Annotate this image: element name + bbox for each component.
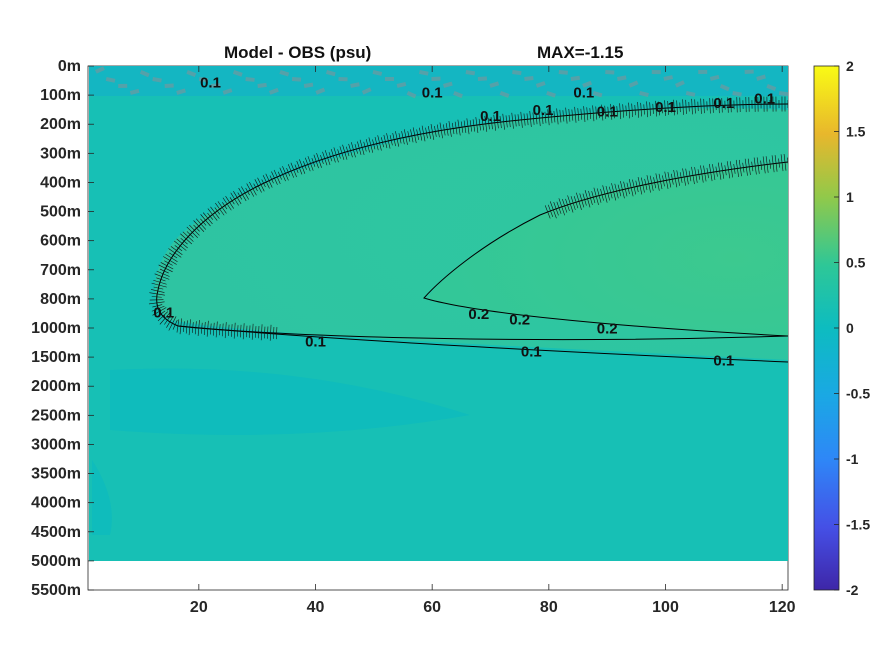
x-tick-label: 120 — [769, 599, 796, 616]
colorbar-tick-label: 1.5 — [846, 124, 866, 140]
surface-clutter-mark — [698, 70, 707, 74]
y-tick-label: 1500m — [31, 349, 81, 366]
contour-label: 0.1 — [597, 104, 618, 121]
y-tick-label: 800m — [40, 291, 81, 308]
contour-label: 0.2 — [468, 306, 489, 323]
y-tick-label: 200m — [40, 116, 81, 133]
x-tick-label: 80 — [540, 599, 558, 616]
colorbar-tick-label: 1 — [846, 189, 854, 205]
y-tick-label: 600m — [40, 233, 81, 250]
surface-clutter-mark — [338, 77, 347, 81]
colorbar-ticks: 2 1.5 1 0.5 0 -0.5 -1 -1.5 -2 — [834, 58, 870, 598]
surface-clutter-mark — [605, 70, 614, 74]
contour-label: 0.2 — [509, 312, 530, 329]
y-tick-label: 300m — [40, 145, 81, 162]
y-tick-label: 4000m — [31, 495, 81, 512]
surface-clutter-mark — [118, 84, 127, 88]
colorbar-tick-label: 0.5 — [846, 255, 866, 271]
y-tick-label: 700m — [40, 262, 81, 279]
contour-label: 0.1 — [655, 99, 676, 116]
surface-clutter-mark — [559, 70, 568, 75]
contour-label: 0.1 — [521, 344, 542, 361]
x-tick-label: 60 — [423, 599, 441, 616]
contour-label: 0.1 — [480, 108, 501, 125]
contour-label: 0.1 — [200, 74, 221, 91]
y-tick-label: 0m — [58, 58, 81, 75]
surface-clutter-mark — [385, 77, 394, 81]
x-tick-label: 40 — [307, 599, 325, 616]
contour-label: 0.1 — [305, 334, 326, 351]
contour-label: 0.1 — [422, 85, 443, 102]
colorbar-tick-label: -1 — [846, 451, 859, 467]
y-tick-label: 5500m — [31, 582, 81, 599]
surface-clutter-mark — [478, 76, 487, 81]
y-tick-label: 100m — [40, 87, 81, 104]
y-tick-label: 500m — [40, 204, 81, 221]
y-tick-label: 4500m — [31, 524, 81, 541]
y-tick-label: 2500m — [31, 407, 81, 424]
surface-clutter-mark — [292, 77, 301, 82]
chart-subtitle: MAX=-1.15 — [537, 43, 623, 63]
contour-label: 0.2 — [597, 320, 618, 337]
contour-label: 0.1 — [754, 90, 775, 107]
y-tick-label: 5000m — [31, 553, 81, 570]
surface-clutter-mark — [652, 70, 661, 74]
chart-title: Model - OBS (psu) — [224, 43, 371, 63]
y-tick-label: 400m — [40, 174, 81, 191]
colorbar-tick-label: -1.5 — [846, 517, 870, 533]
contour-label: 0.1 — [713, 95, 734, 112]
contour-label: 0.1 — [713, 352, 734, 369]
y-tick-label: 3500m — [31, 466, 81, 483]
colorbar-tick-label: 2 — [846, 58, 854, 74]
contour-label: 0.1 — [533, 102, 554, 119]
contour-label: 0.1 — [153, 304, 174, 321]
colorbar-tick-label: -0.5 — [846, 386, 870, 402]
x-tick-label: 20 — [190, 599, 208, 616]
surface-clutter-mark — [745, 70, 754, 74]
colorbar-tick-label: 0 — [846, 320, 854, 336]
surface-clutter-mark — [431, 77, 440, 81]
x-tick-label: 100 — [652, 599, 679, 616]
y-tick-label: 2000m — [31, 378, 81, 395]
contour-label: 0.1 — [573, 85, 594, 102]
colorbar-tick-label: -2 — [846, 582, 859, 598]
y-tick-label: 3000m — [31, 436, 81, 453]
y-tick-label: 1000m — [31, 320, 81, 337]
surface-clutter-mark — [165, 84, 174, 88]
y-axis: 0m 100m 200m 300m 400m 500m 600m 700m 800m 1000m 1… — [31, 58, 94, 599]
